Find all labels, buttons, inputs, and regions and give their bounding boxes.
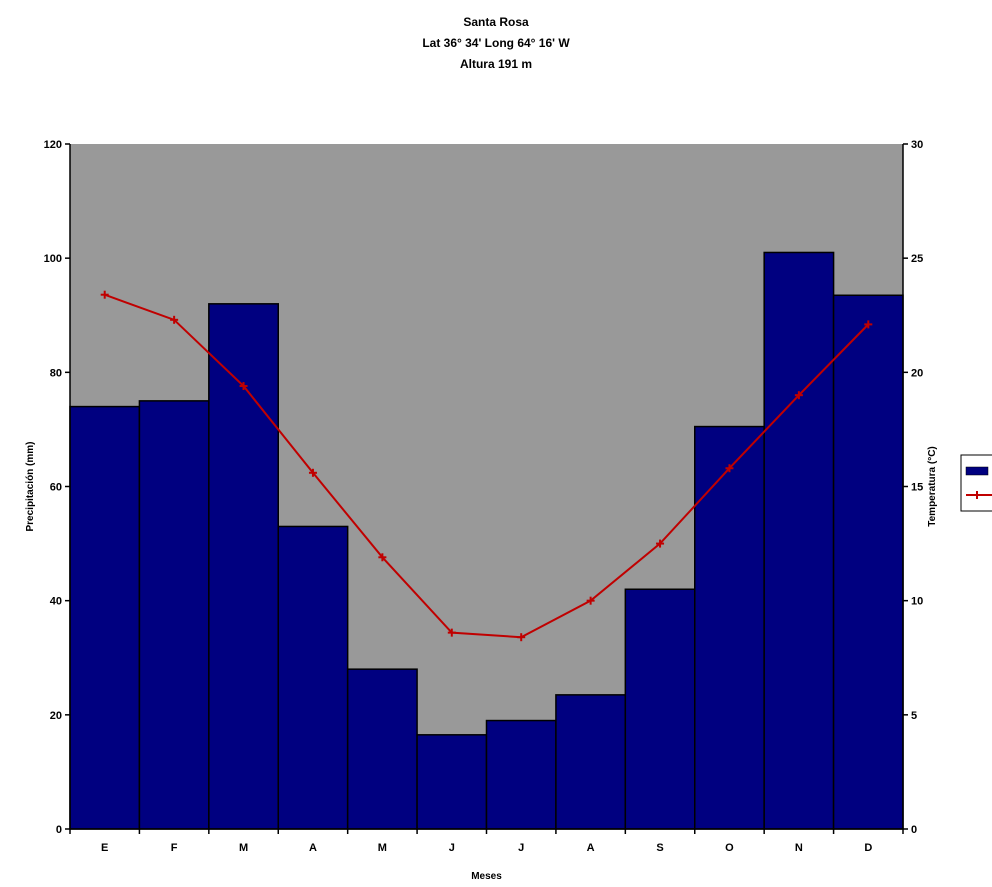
x-axis-title: Meses <box>471 871 502 882</box>
left-tick-label: 20 <box>50 710 62 722</box>
precipitation-bar <box>346 668 418 830</box>
right-tick-label: 0 <box>911 824 917 836</box>
chart-title-line: Santa Rosa <box>463 15 529 29</box>
precipitation-bars <box>69 251 904 830</box>
x-tick-label: S <box>656 842 663 854</box>
right-tick-label: 10 <box>911 596 923 608</box>
temperature-point <box>239 382 248 391</box>
left-tick-label: 100 <box>44 253 62 265</box>
x-tick-label: D <box>864 842 872 854</box>
legend-bar-swatch <box>965 466 989 476</box>
chart-title-line: Altura 191 m <box>460 57 532 71</box>
temperature-point <box>794 391 803 400</box>
temperature-line-path <box>104 293 870 639</box>
precipitation-bar <box>694 425 765 830</box>
chart-title: Santa Rosa Lat 36° 34' Long 64° 16' W Altu… <box>422 15 570 71</box>
chart-title-line: Lat 36° 34' Long 64° 16' W <box>422 36 570 50</box>
precipitation-bar <box>69 405 141 830</box>
temperature-point <box>656 539 665 548</box>
x-tick-label: M <box>378 842 387 854</box>
legend-box <box>960 454 992 512</box>
precipitation-bar <box>485 719 557 830</box>
right-tick-label: 30 <box>911 139 923 151</box>
x-tick-label: N <box>795 842 803 854</box>
precipitation-bar <box>208 303 279 830</box>
temperature-point <box>447 628 456 637</box>
x-tick-label: J <box>518 842 524 854</box>
temperature-point <box>725 464 734 473</box>
left-tick-label: 60 <box>50 482 62 494</box>
legend <box>960 454 992 512</box>
left-tick-label: 80 <box>50 367 62 379</box>
right-tick-label: 20 <box>911 367 923 379</box>
left-axis-ticks: 0 20 40 60 80 100 120 <box>44 139 70 836</box>
left-tick-label: 40 <box>50 596 62 608</box>
y-axis-left-title: Precipitación (mm) <box>25 441 36 531</box>
precipitation-bar <box>277 525 349 830</box>
precipitation-bar <box>624 588 696 830</box>
temperature-point <box>308 468 317 477</box>
x-tick-label: A <box>309 842 317 854</box>
x-tick-label: J <box>449 842 455 854</box>
temperature-line <box>100 290 873 642</box>
temperature-point <box>864 320 873 329</box>
temperature-point <box>378 553 387 562</box>
right-tick-label: 25 <box>911 253 923 265</box>
x-tick-label: O <box>725 842 734 854</box>
precipitation-bar <box>555 694 627 830</box>
right-tick-label: 5 <box>911 710 917 722</box>
x-tick-label: M <box>239 842 248 854</box>
y-axis-right-title: Temperatura (°C) <box>927 446 938 527</box>
temperature-point <box>517 633 526 642</box>
left-tick-label: 120 <box>44 139 62 151</box>
x-tick-label: F <box>171 842 178 854</box>
right-axis-ticks: 0 5 10 15 20 25 30 <box>903 139 923 836</box>
precipitation-bar <box>138 400 210 830</box>
legend-line-swatch <box>966 491 992 499</box>
precipitation-bar <box>416 734 488 830</box>
left-tick-label: 0 <box>56 824 62 836</box>
precipitation-bar <box>763 251 835 830</box>
temperature-point <box>100 290 109 299</box>
x-tick-label: A <box>587 842 595 854</box>
temperature-point <box>586 596 595 605</box>
temperature-point <box>170 315 179 324</box>
right-tick-label: 15 <box>911 482 923 494</box>
precipitation-bar <box>832 294 904 830</box>
x-tick-label: E <box>101 842 108 854</box>
